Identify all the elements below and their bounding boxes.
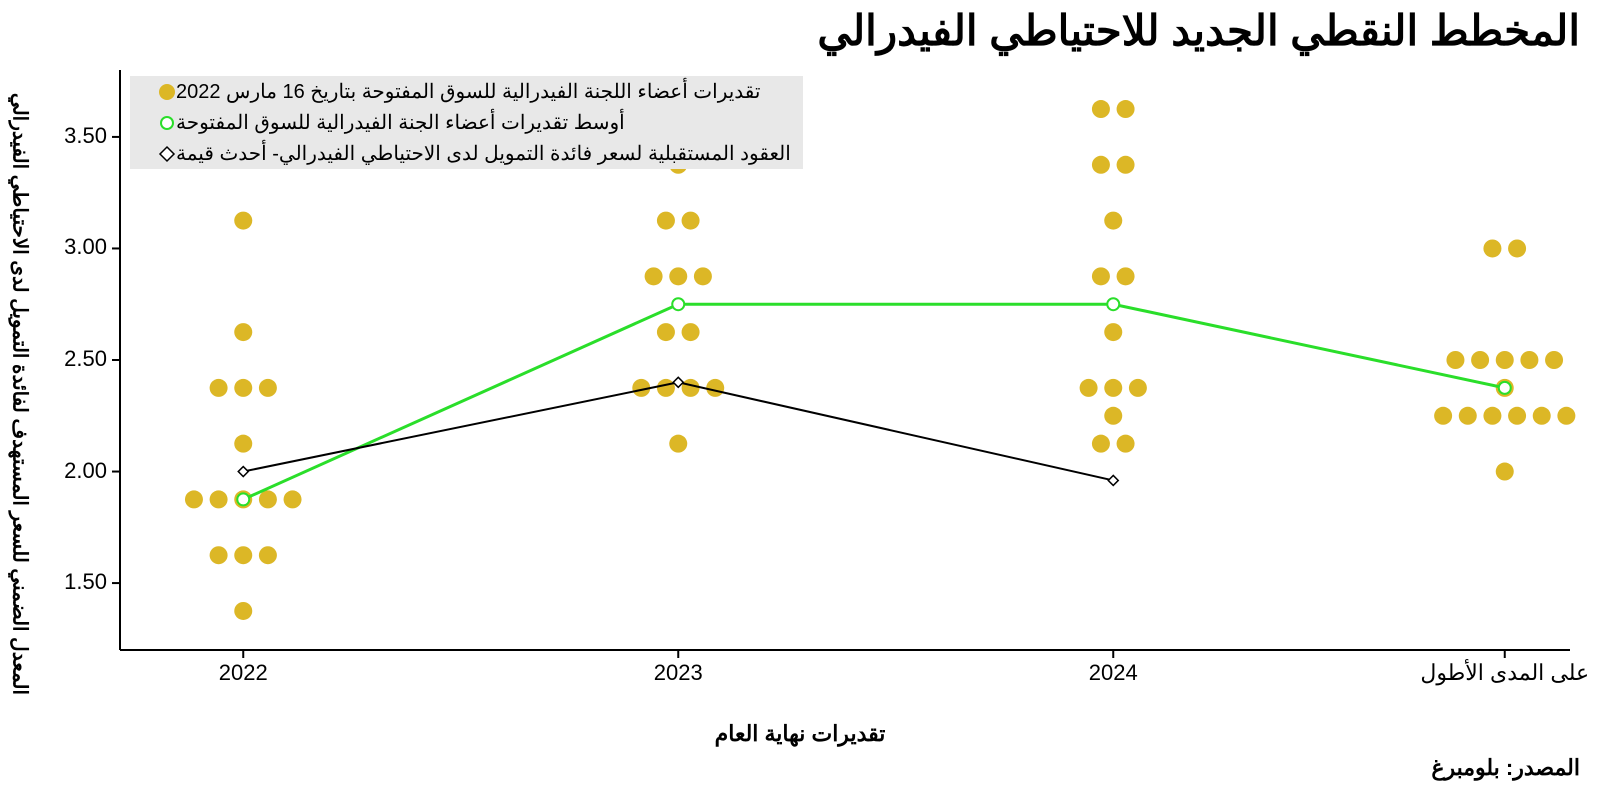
legend-label: أوسط تقديرات أعضاء الجنة الفيدرالية للسو… <box>176 110 625 135</box>
dot <box>1104 407 1122 425</box>
dot <box>234 212 252 230</box>
y-tick-label: 1.50 <box>47 569 107 595</box>
median-marker <box>1499 382 1511 394</box>
x-tick-label: 2022 <box>219 660 268 686</box>
dot <box>706 379 724 397</box>
dot <box>1483 407 1501 425</box>
dot <box>210 490 228 508</box>
dot <box>1557 407 1575 425</box>
futures-marker <box>1108 475 1118 485</box>
futures-marker <box>238 467 248 477</box>
dot <box>1117 156 1135 174</box>
dot <box>1496 463 1514 481</box>
dot <box>1092 435 1110 453</box>
dot <box>1520 351 1538 369</box>
dot <box>284 490 302 508</box>
futures-line <box>243 382 1113 480</box>
dot <box>1104 212 1122 230</box>
dot <box>1508 239 1526 257</box>
dot <box>1545 351 1563 369</box>
dot <box>259 379 277 397</box>
dot <box>234 546 252 564</box>
dot <box>259 490 277 508</box>
y-tick-label: 3.50 <box>47 123 107 149</box>
dot <box>259 546 277 564</box>
dot <box>1104 379 1122 397</box>
legend: تقديرات أعضاء اللجنة الفيدرالية للسوق ال… <box>130 76 803 169</box>
y-tick-label: 2.00 <box>47 458 107 484</box>
legend-swatch <box>158 83 176 101</box>
dot <box>657 379 675 397</box>
dot <box>1434 407 1452 425</box>
dot <box>234 602 252 620</box>
dot <box>210 546 228 564</box>
median-marker <box>672 298 684 310</box>
dot <box>682 323 700 341</box>
dot <box>1104 323 1122 341</box>
legend-swatch <box>158 114 176 132</box>
x-tick-label: على المدى الأطول <box>1420 660 1589 686</box>
x-tick-label: 2024 <box>1089 660 1138 686</box>
dot <box>1117 100 1135 118</box>
x-tick-label: 2023 <box>654 660 703 686</box>
dot <box>1483 239 1501 257</box>
y-tick-label: 2.50 <box>47 346 107 372</box>
legend-label: العقود المستقبلية لسعر فائدة التمويل لدى… <box>176 141 791 166</box>
dot <box>1496 351 1514 369</box>
dot <box>669 267 687 285</box>
legend-label: تقديرات أعضاء اللجنة الفيدرالية للسوق ال… <box>176 79 760 104</box>
dot <box>210 379 228 397</box>
x-axis-label: تقديرات نهاية العام <box>0 721 1600 747</box>
dot <box>669 435 687 453</box>
legend-swatch <box>158 145 176 163</box>
dot <box>1471 351 1489 369</box>
dot <box>1092 267 1110 285</box>
dot <box>1092 156 1110 174</box>
dot <box>1533 407 1551 425</box>
y-axis-label: المعدل الضمني للسعر المستهدف لفائدة التم… <box>8 54 33 734</box>
futures-marker <box>673 377 683 387</box>
dot <box>1446 351 1464 369</box>
source-label: المصدر: بلومبرغ <box>1431 755 1580 781</box>
dot <box>682 379 700 397</box>
median-line <box>243 304 1505 499</box>
dot <box>1080 379 1098 397</box>
legend-item: أوسط تقديرات أعضاء الجنة الفيدرالية للسو… <box>130 107 803 138</box>
chart-title: المخطط النقطي الجديد للاحتياطي الفيدرالي <box>817 6 1580 55</box>
y-tick-label: 3.00 <box>47 234 107 260</box>
dot <box>234 379 252 397</box>
dot <box>1459 407 1477 425</box>
legend-item: العقود المستقبلية لسعر فائدة التمويل لدى… <box>130 138 803 169</box>
dot <box>234 435 252 453</box>
dot <box>1117 435 1135 453</box>
dot <box>1117 267 1135 285</box>
dot <box>1129 379 1147 397</box>
median-marker <box>1107 298 1119 310</box>
dot <box>185 490 203 508</box>
legend-item: تقديرات أعضاء اللجنة الفيدرالية للسوق ال… <box>130 76 803 107</box>
dot <box>1092 100 1110 118</box>
dot <box>645 267 663 285</box>
dot <box>694 267 712 285</box>
dot <box>234 323 252 341</box>
dot <box>682 212 700 230</box>
dot <box>657 212 675 230</box>
dot <box>657 323 675 341</box>
median-marker <box>237 493 249 505</box>
dot <box>1508 407 1526 425</box>
